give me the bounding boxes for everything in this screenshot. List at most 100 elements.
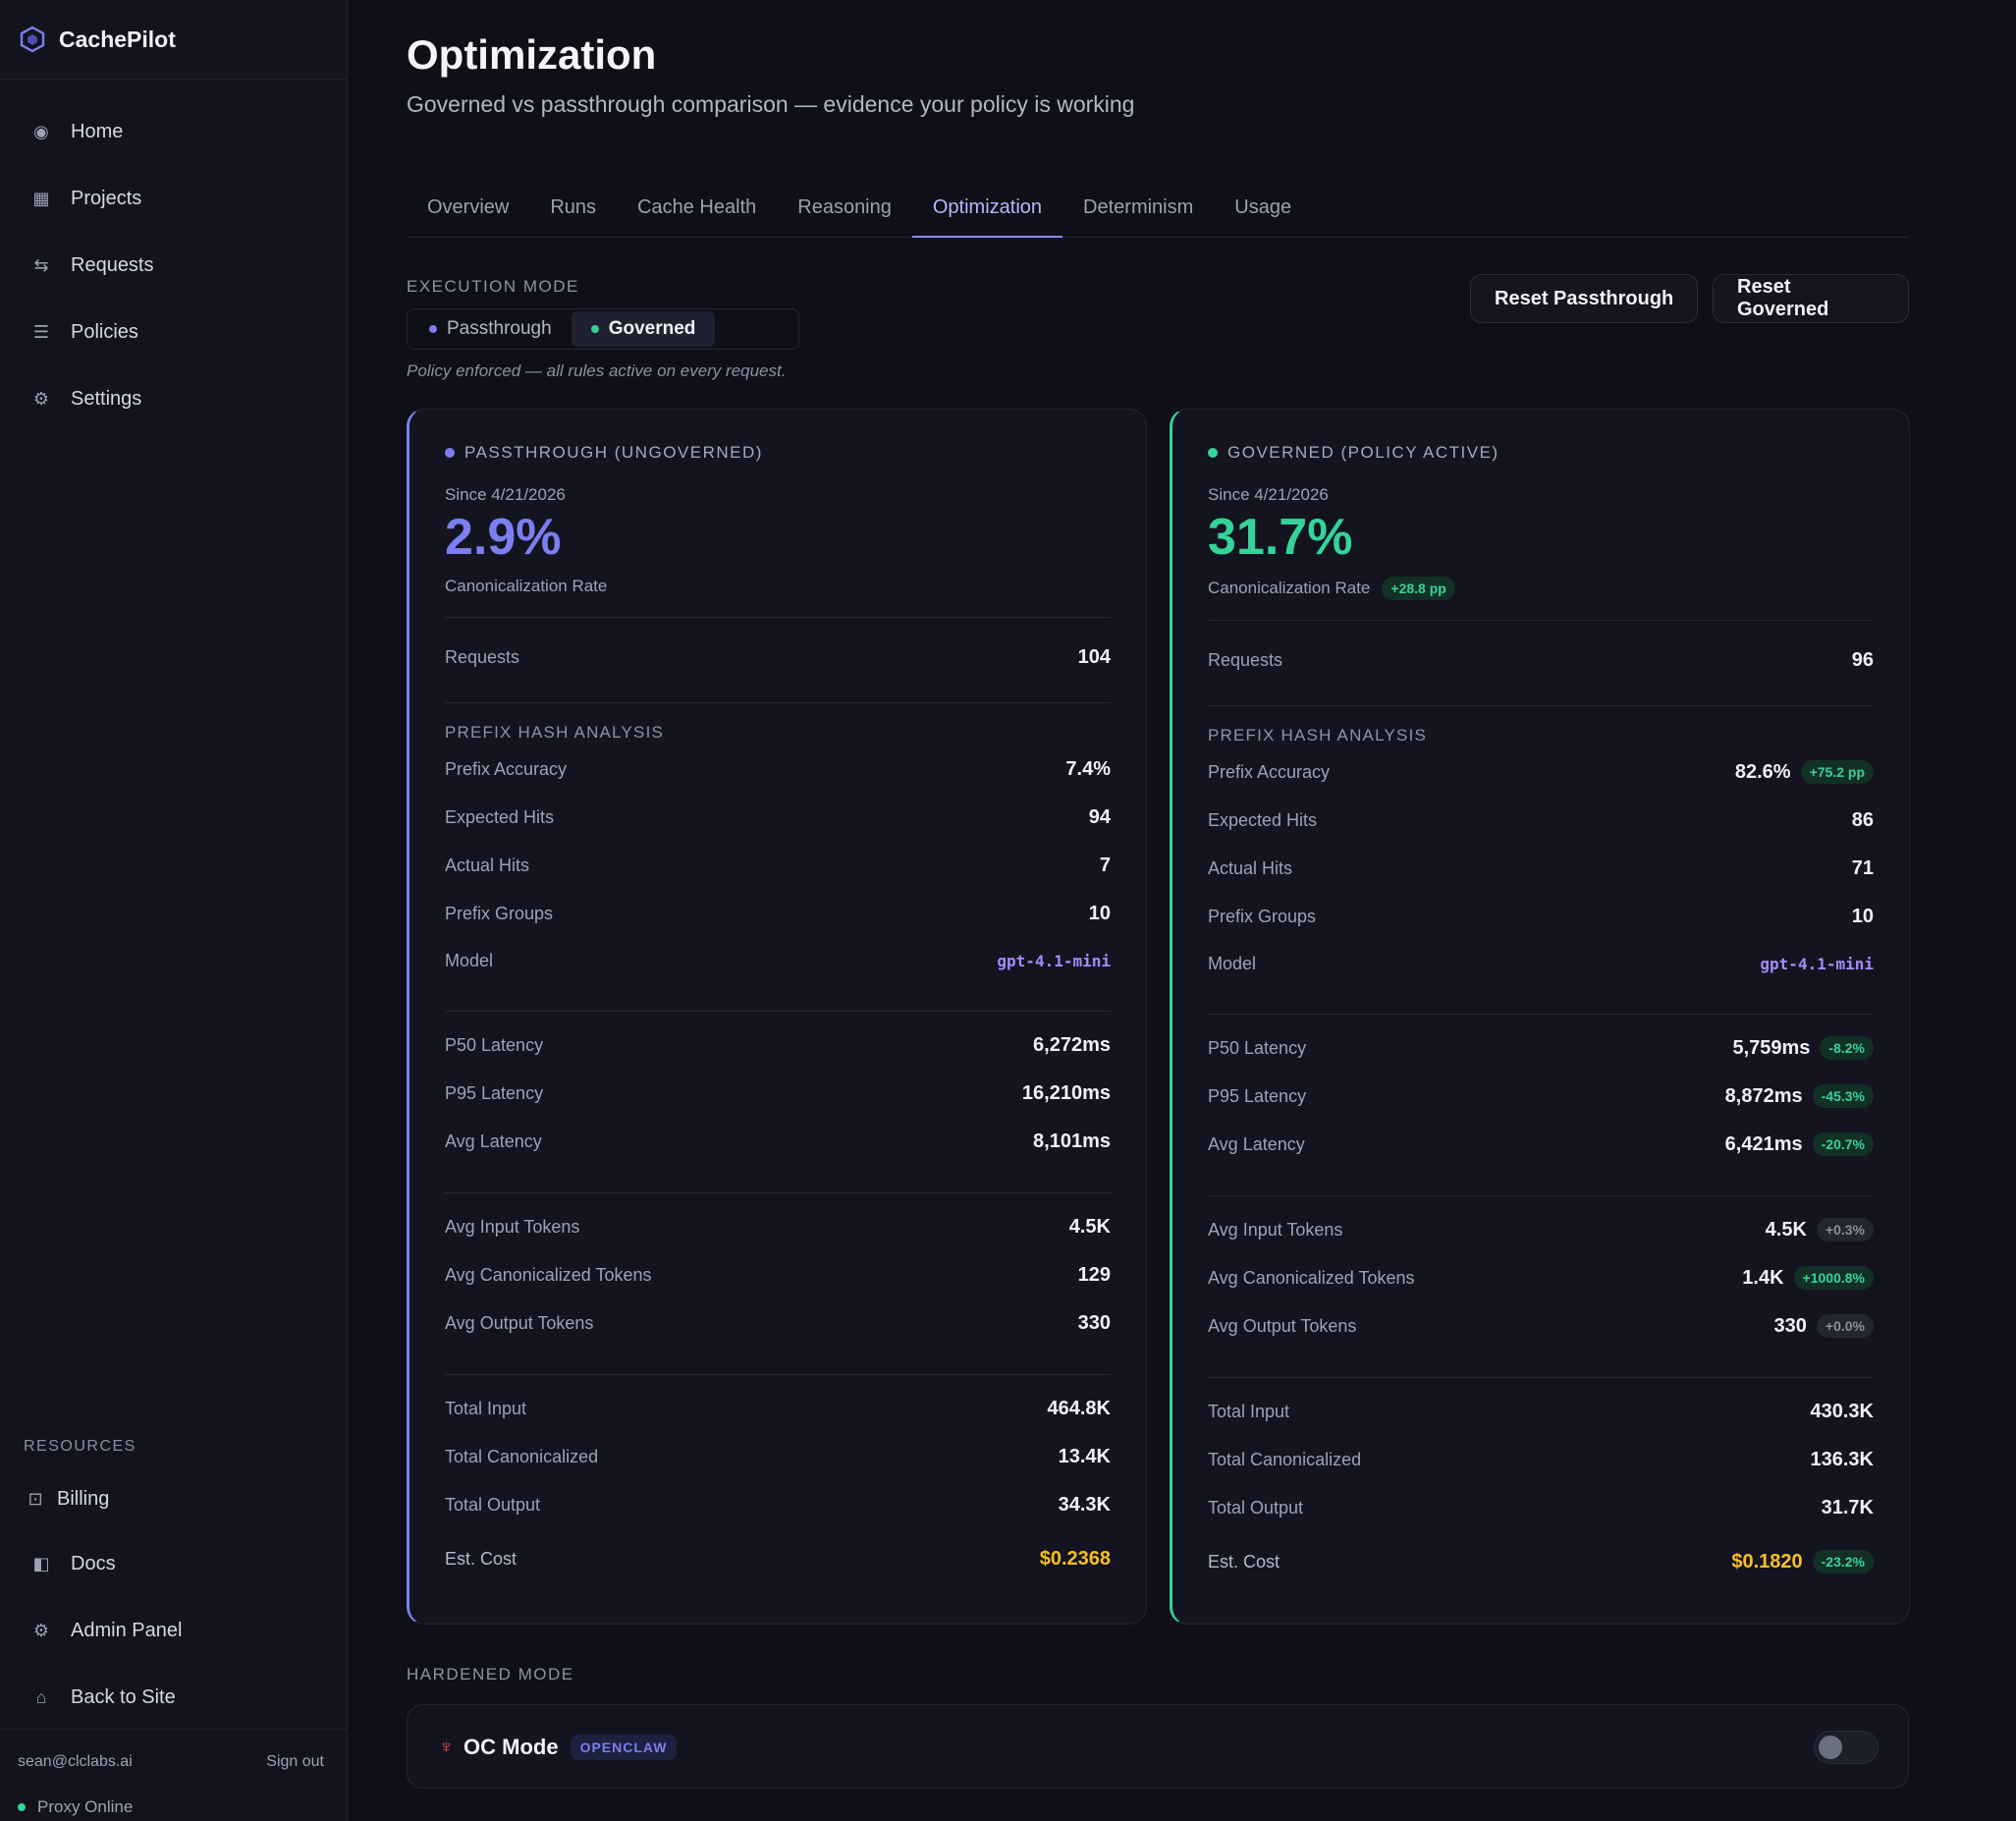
oc-mode-toggle[interactable] <box>1814 1731 1879 1764</box>
row-label: P50 Latency <box>1208 1037 1307 1058</box>
row-label: P95 Latency <box>445 1082 544 1103</box>
row-value: 13.4K <box>1058 1445 1111 1467</box>
brand[interactable]: CachePilot <box>0 0 347 80</box>
row-label: Est. Cost <box>1208 1551 1280 1572</box>
delta-badge: -45.3% <box>1812 1084 1874 1108</box>
hardened-mode-card: ♆ OC Mode OPENCLAW <box>407 1704 1909 1789</box>
dot-icon <box>445 448 455 458</box>
reset-passthrough-button[interactable]: Reset Passthrough <box>1470 274 1699 323</box>
sidebar-item-label: Projects <box>71 187 142 209</box>
row-value: 7.4% <box>1065 757 1111 780</box>
gear-icon: ⚙ <box>32 388 50 409</box>
sidebar-item-back-to-site[interactable]: ⌂ Back to Site <box>0 1664 347 1731</box>
row-value: 6,421ms <box>1724 1132 1803 1155</box>
row-value: 10 <box>1088 902 1111 924</box>
list-icon: ☰ <box>32 321 50 342</box>
toggle-knob <box>1819 1736 1842 1759</box>
delta-badge: +0.0% <box>1816 1314 1874 1338</box>
sidebar-item-label: Billing <box>57 1487 110 1510</box>
reset-governed-button[interactable]: Reset Governed <box>1713 274 1909 323</box>
row-value-group: 330 +0.0% <box>1774 1314 1874 1338</box>
card-heading-label: PASSTHROUGH (UNGOVERNED) <box>464 443 763 462</box>
sidebar-item-policies[interactable]: ☰ Policies <box>0 299 347 365</box>
row-value: 16,210ms <box>1021 1081 1111 1104</box>
row-label: Avg Output Tokens <box>445 1312 594 1333</box>
billing-icon: ⊡ <box>27 1488 43 1509</box>
p95-latency-row: P95 Latency 8,872ms -45.3% <box>1208 1081 1874 1111</box>
app-name: CachePilot <box>59 26 176 52</box>
status-dot-icon <box>18 1803 26 1811</box>
option-label: Governed <box>608 318 696 339</box>
row-value: 4.5K <box>1765 1218 1807 1241</box>
row-value: 8,872ms <box>1724 1084 1803 1107</box>
avg-latency-row: Avg Latency 8,101ms <box>445 1127 1111 1156</box>
row-label: Expected Hits <box>1208 809 1318 830</box>
sidebar-item-settings[interactable]: ⚙ Settings <box>0 365 347 432</box>
expected-hits-row: Expected Hits 94 <box>445 802 1111 832</box>
delta-badge: +0.3% <box>1816 1218 1874 1242</box>
row-label: Avg Latency <box>445 1131 542 1151</box>
tab-reasoning[interactable]: Reasoning <box>797 196 892 218</box>
execution-mode-label: EXECUTION MODE <box>407 277 579 296</box>
divider <box>445 617 1111 618</box>
sidebar-footer-divider <box>0 1729 347 1730</box>
docs-icon: ◧ <box>32 1553 50 1573</box>
total-canonicalized-row: Total Canonicalized 13.4K <box>445 1442 1111 1471</box>
passthrough-card: PASSTHROUGH (UNGOVERNED) Since 4/21/2026… <box>407 409 1147 1625</box>
sidebar-item-billing[interactable]: ⊡ Billing <box>0 1467 347 1530</box>
row-value-group: 4.5K +0.3% <box>1766 1218 1874 1242</box>
tab-cache-health[interactable]: Cache Health <box>637 196 757 218</box>
delta-badge: +75.2 pp <box>1800 760 1874 784</box>
row-value: 464.8K <box>1047 1397 1112 1419</box>
row-value: 10 <box>1851 905 1874 927</box>
row-label: P50 Latency <box>445 1034 544 1055</box>
row-value: 430.3K <box>1810 1400 1875 1422</box>
rate-label: Canonicalization Rate <box>445 577 608 595</box>
tab-overview[interactable]: Overview <box>427 196 510 218</box>
divider <box>1208 1014 1874 1015</box>
model-row: Model gpt-4.1-mini <box>445 946 1111 975</box>
canonicalization-rate-label: Canonicalization Rate +28.8 pp <box>1208 577 1455 600</box>
tab-optimization[interactable]: Optimization <box>911 187 1063 238</box>
grid-icon: ▦ <box>32 188 50 208</box>
tab-runs[interactable]: Runs <box>550 196 597 218</box>
oc-mode: ♆ OC Mode OPENCLAW <box>439 1705 678 1790</box>
row-label: Avg Canonicalized Tokens <box>1208 1267 1415 1288</box>
sign-out-link[interactable]: Sign out <box>266 1753 324 1770</box>
est-cost-row: Est. Cost $0.2368 <box>445 1544 1111 1573</box>
delta-badge: -8.2% <box>1820 1036 1874 1060</box>
total-output-row: Total Output 31.7K <box>1208 1493 1874 1522</box>
since-date: Since 4/21/2026 <box>445 485 566 504</box>
dot-icon <box>1208 448 1218 458</box>
user-row: sean@clclabs.ai Sign out <box>18 1753 324 1771</box>
row-value: 31.7K <box>1821 1496 1874 1518</box>
governed-option[interactable]: Governed <box>571 311 716 347</box>
resources-label: RESOURCES <box>24 1438 136 1455</box>
tab-determinism[interactable]: Determinism <box>1083 196 1194 218</box>
sidebar-item-admin-panel[interactable]: ⚙ Admin Panel <box>0 1597 347 1664</box>
tab-usage[interactable]: Usage <box>1234 196 1292 218</box>
proxy-status-label: Proxy Online <box>37 1797 134 1816</box>
sidebar-item-requests[interactable]: ⇆ Requests <box>0 232 347 299</box>
row-label: Avg Input Tokens <box>1208 1219 1343 1240</box>
total-output-row: Total Output 34.3K <box>445 1490 1111 1519</box>
passthrough-option[interactable]: Passthrough <box>409 311 572 347</box>
dot-icon <box>429 325 437 333</box>
model-row: Model gpt-4.1-mini <box>1208 949 1874 978</box>
delta-badge: -23.2% <box>1812 1550 1874 1573</box>
sidebar-item-home[interactable]: ◉ Home <box>0 98 347 165</box>
row-label: Expected Hits <box>445 806 555 827</box>
sidebar-item-docs[interactable]: ◧ Docs <box>0 1530 347 1597</box>
row-value: 1.4K <box>1742 1266 1784 1289</box>
row-value-group: 5,759ms -8.2% <box>1732 1036 1874 1060</box>
sidebar-item-projects[interactable]: ▦ Projects <box>0 165 347 232</box>
p50-latency-row: P50 Latency 5,759ms -8.2% <box>1208 1033 1874 1063</box>
divider <box>1208 705 1874 706</box>
row-value: 86 <box>1851 808 1874 831</box>
sidebar-item-label: Requests <box>71 253 154 276</box>
row-label: Requests <box>1208 649 1283 670</box>
total-input-row: Total Input 430.3K <box>1208 1397 1874 1426</box>
row-label: Avg Canonicalized Tokens <box>445 1264 652 1285</box>
row-value: $0.2368 <box>1039 1547 1111 1570</box>
page-title: Optimization <box>407 31 657 78</box>
